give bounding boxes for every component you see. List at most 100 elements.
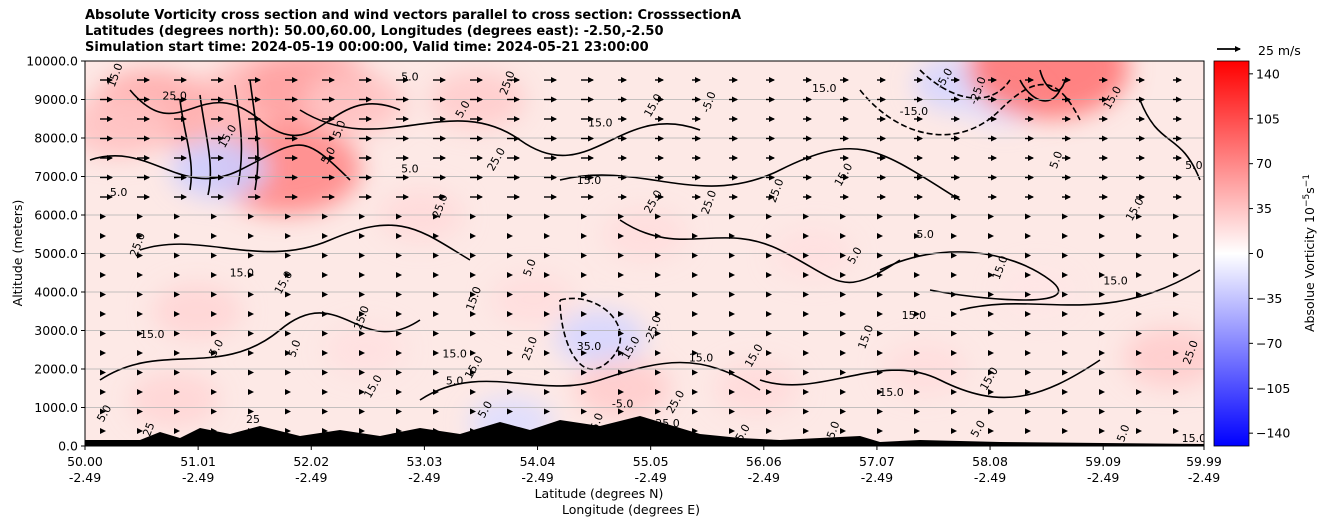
contour-label: 15.0: [140, 328, 165, 341]
vorticity-patch: [302, 71, 406, 135]
contour-line: [879, 251, 1060, 301]
vorticity-patch: [85, 94, 170, 159]
colorbar-tick-label: −105: [1256, 381, 1290, 396]
contour-label: -5.0: [612, 398, 633, 411]
vorticity-patch: [574, 358, 671, 418]
x-tick-label-lon: -2.49: [748, 470, 780, 485]
contour-label: 15.0: [442, 347, 467, 360]
contour-label: 25: [246, 413, 260, 426]
x-tick-label-lat: 52.02: [293, 454, 329, 469]
contour-label: 5.0: [916, 228, 934, 241]
x-tick-label-lon: -2.49: [974, 470, 1006, 485]
contour-label: 5.0: [110, 186, 128, 199]
colorbar-tick-label: −70: [1256, 336, 1282, 351]
x-axis-label-line-2: Longitude (degrees E): [562, 502, 700, 517]
contour-label: 5.0: [1185, 159, 1203, 172]
contour-line: [959, 269, 1201, 311]
x-tick-label-lon: -2.49: [182, 470, 214, 485]
x-tick-label-lat: 55.05: [633, 454, 669, 469]
colorbar-tick-label: −35: [1256, 291, 1282, 306]
contour-label: 5.0: [1114, 423, 1132, 444]
y-tick-label: 5000.0: [34, 246, 78, 261]
wind-vectors: [100, 77, 1182, 434]
contour-label: 5.0: [285, 338, 303, 359]
colorbar-label: Absolue Vorticity 10−5s−1: [1302, 174, 1317, 332]
colorbar-tick-label: 70: [1256, 156, 1272, 171]
x-axis-ticks: 50.00-2.4951.01-2.4952.02-2.4953.03-2.49…: [67, 446, 1222, 485]
contour-label: 5.0: [588, 411, 606, 432]
horizontal-gridlines: [85, 99, 1204, 408]
vorticity-patch: [603, 208, 687, 260]
vorticity-patch: [129, 372, 220, 428]
vorticity-patch: [967, 61, 1129, 119]
colorbar-tick-label: 0: [1256, 246, 1264, 261]
contour-line: [299, 109, 701, 157]
y-tick-label: 4000.0: [34, 285, 78, 300]
contour-line: [1039, 69, 1066, 92]
x-tick-label-lat: 59.09: [1085, 454, 1121, 469]
contour-line: [619, 219, 901, 284]
contour-line: [419, 361, 761, 401]
contour-line: [179, 99, 193, 191]
y-tick-label: 2000.0: [34, 362, 78, 377]
x-axis-label-line-1: Latitude (degrees N): [535, 486, 664, 501]
contour-line: [139, 224, 471, 261]
contour-label: 5.0: [446, 374, 464, 387]
x-tick-label-lon: -2.49: [295, 470, 327, 485]
x-tick-label-lat: 59.99: [1186, 454, 1222, 469]
x-tick-label-lon: -2.49: [861, 470, 893, 485]
contour-label: 15.0: [588, 116, 613, 129]
y-axis-label: Altitude (meters): [10, 200, 25, 307]
x-tick-label-lon: -2.49: [408, 470, 440, 485]
chart-title-line-3: Simulation start time: 2024-05-19 00:00:…: [85, 40, 649, 55]
y-tick-label: 1000.0: [34, 400, 78, 415]
contour-line-negative: [559, 297, 622, 370]
vorticity-patch: [324, 324, 406, 375]
contour-label: 15.0: [689, 351, 714, 364]
x-tick-label-lon: -2.49: [1087, 470, 1119, 485]
y-tick-label: 6000.0: [34, 208, 78, 223]
x-tick-label-lat: 51.01: [180, 454, 216, 469]
y-tick-label: 7000.0: [34, 169, 78, 184]
colorbar-tick-label: 140: [1256, 66, 1280, 81]
x-tick-label-lat: 57.07: [859, 454, 895, 469]
x-tick-label-lon: -2.49: [521, 470, 553, 485]
contour-line: [1139, 99, 1201, 181]
vorticity-patch: [1123, 327, 1204, 388]
x-tick-label-lat: 54.04: [520, 454, 556, 469]
colorbar-tick-label: −140: [1256, 426, 1290, 441]
x-tick-label-lat: 58.08: [972, 454, 1008, 469]
contour-label: 25: [140, 421, 157, 439]
contour-line: [199, 94, 212, 196]
contour-label: 15.0: [812, 82, 837, 95]
contour-label: 5.0: [401, 70, 419, 83]
y-tick-label: 9000.0: [34, 92, 78, 107]
contour-label: 5.0: [1047, 149, 1065, 170]
contour-label: 5.0: [521, 257, 539, 278]
contour-line: [234, 84, 243, 186]
colorbar: [1213, 60, 1250, 447]
terrain-mask: [85, 416, 1204, 446]
x-tick-label-lat: 56.06: [746, 454, 782, 469]
colorbar-tick-label: 105: [1256, 111, 1280, 126]
contour-label: -15.0: [900, 105, 928, 118]
contour-label: 15.0: [577, 174, 602, 187]
x-tick-label-lon: -2.49: [69, 470, 101, 485]
contour-label: 35.0: [577, 340, 602, 353]
colorbar-tick-label: 35: [1256, 201, 1272, 216]
y-axis-ticks: 0.0 1000.0 2000.0 3000.0 4000.0 5000.0 6000.0 7…: [26, 54, 85, 454]
y-tick-label: 10000.0: [26, 54, 78, 69]
vorticity-patch: [171, 139, 268, 199]
contour-label: 5.0: [401, 163, 419, 176]
x-tick-label-lon: -2.49: [1188, 470, 1220, 485]
x-tick-label-lon: -2.49: [634, 470, 666, 485]
quiver-key-label: 25 m/s: [1258, 43, 1301, 58]
x-tick-label-lat: 53.03: [406, 454, 442, 469]
contour-label: 25.0: [162, 90, 187, 103]
contour-label: 15.0: [1103, 274, 1128, 287]
contour-label: 15.0: [230, 267, 255, 280]
y-tick-label: 3000.0: [34, 323, 78, 338]
contour-label: 15.0: [879, 386, 904, 399]
y-tick-label: 8000.0: [34, 131, 78, 146]
